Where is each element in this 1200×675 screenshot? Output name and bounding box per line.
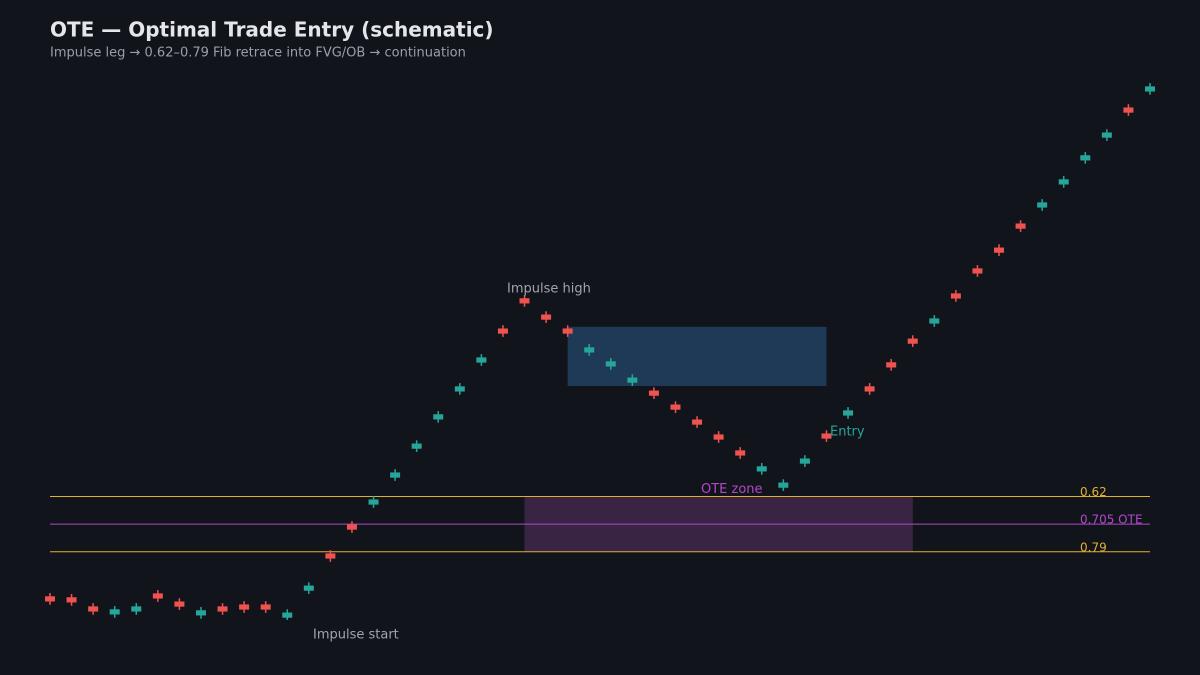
candle-body [843, 410, 854, 416]
candle-body [88, 606, 99, 612]
candle-body [433, 414, 444, 420]
candle-body [929, 318, 940, 324]
candle-body [1058, 179, 1069, 185]
chart-subtitle: Impulse leg → 0.62–0.79 Fib retrace into… [50, 46, 466, 61]
candle-body [778, 482, 789, 488]
candle-body [886, 362, 897, 368]
candle-body [821, 433, 832, 439]
candle-body [45, 596, 55, 602]
candle-body [497, 328, 508, 334]
candle-body [195, 610, 206, 616]
candle-body [239, 604, 250, 610]
candle-body [152, 593, 163, 599]
candle-body [454, 386, 465, 392]
candle-body [756, 466, 767, 472]
candle-body [972, 268, 983, 274]
fib-label: 0.62 [1080, 485, 1107, 499]
fib-label: 0.79 [1080, 540, 1107, 554]
candle-body [541, 314, 552, 320]
candle-body [66, 597, 77, 603]
candle-body [476, 357, 487, 363]
candle-body [648, 390, 659, 396]
candle-body [1123, 107, 1134, 113]
candle-body [950, 293, 961, 299]
candle-body [735, 450, 746, 456]
candle-body [864, 386, 875, 392]
ote-zone-label: OTE zone [701, 482, 763, 497]
candle-body [346, 524, 357, 530]
zones: OTE zone 0.62 0.705 OTE 0.79 [50, 326, 1150, 554]
candle-body [907, 338, 918, 344]
candle-body [605, 361, 616, 367]
candle-body [1080, 155, 1091, 161]
candle-body [303, 585, 314, 591]
candle-body [282, 612, 293, 618]
candle-body [799, 458, 810, 464]
candle-body [217, 606, 228, 612]
candle-body [131, 606, 142, 612]
candle-body [109, 609, 120, 615]
candle-body [390, 472, 401, 478]
candle-body [692, 419, 703, 425]
candle-body [174, 601, 185, 607]
candle-body [1015, 223, 1026, 229]
candle-body [994, 247, 1005, 253]
candle-body [1145, 86, 1155, 92]
candle-body [325, 553, 336, 559]
candle-body [519, 298, 530, 304]
fvg-box [567, 326, 827, 387]
candle-body [584, 347, 595, 353]
candle-body [713, 434, 724, 440]
candle-body [1037, 202, 1048, 208]
candle-body [670, 404, 681, 410]
candle-body [562, 328, 573, 334]
candle-body [1101, 132, 1112, 138]
marks: Impulse high Impulse start Entry [45, 83, 1155, 643]
annotation: Entry [830, 425, 865, 440]
annotation: Impulse start [313, 628, 399, 643]
annotation: Impulse high [507, 282, 591, 297]
candle-body [368, 499, 379, 505]
candle-body [627, 377, 638, 383]
chart-title: OTE — Optimal Trade Entry (schematic) [50, 18, 494, 42]
candle-body [411, 443, 422, 449]
fib-label: 0.705 OTE [1080, 513, 1143, 527]
candle-body [260, 604, 271, 610]
